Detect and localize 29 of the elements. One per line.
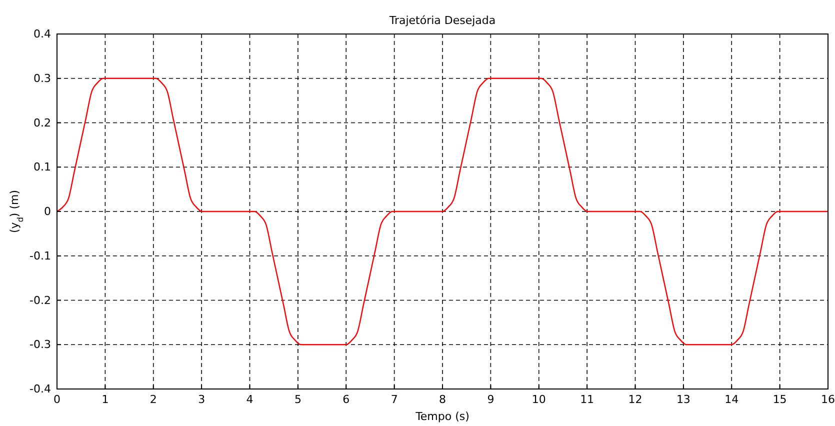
line-series <box>56 78 829 346</box>
x-tick-label: 8 <box>439 392 446 406</box>
x-tick-label: 13 <box>676 392 690 406</box>
x-tick-label: 4 <box>246 392 254 406</box>
y-tick-label: 0 <box>44 205 51 218</box>
x-tick-label: 5 <box>294 392 302 406</box>
y-tick-label: -0.2 <box>30 294 51 307</box>
x-tick-label: 12 <box>628 392 642 406</box>
chart-title: Trajetória Desejada <box>388 14 496 27</box>
x-tick-label: 9 <box>487 392 494 406</box>
y-tick-label: 0.4 <box>34 28 51 41</box>
x-tick-label: 3 <box>198 392 206 406</box>
x-tick-label: 6 <box>342 392 350 406</box>
y-tick-label: 0.3 <box>34 72 51 85</box>
x-tick-label: 10 <box>532 392 546 406</box>
y-tick-label: -0.4 <box>30 382 51 396</box>
x-tick-label: 16 <box>821 392 835 406</box>
x-tick-label: 15 <box>772 392 787 406</box>
y-tick-label: 0.2 <box>34 116 51 130</box>
x-tick-label: 0 <box>54 392 60 406</box>
y-tick-label: 0.1 <box>34 160 51 174</box>
x-tick-label: 14 <box>724 392 739 406</box>
x-axis-title: Tempo (s) <box>414 410 470 423</box>
x-tick-label: 11 <box>580 392 594 406</box>
x-tick-label: 7 <box>390 392 398 406</box>
y-tick-label: -0.3 <box>30 338 51 352</box>
x-tick-label: 1 <box>102 392 109 406</box>
y-tick-label: -0.1 <box>30 249 51 262</box>
x-tick-label: 2 <box>150 392 157 406</box>
